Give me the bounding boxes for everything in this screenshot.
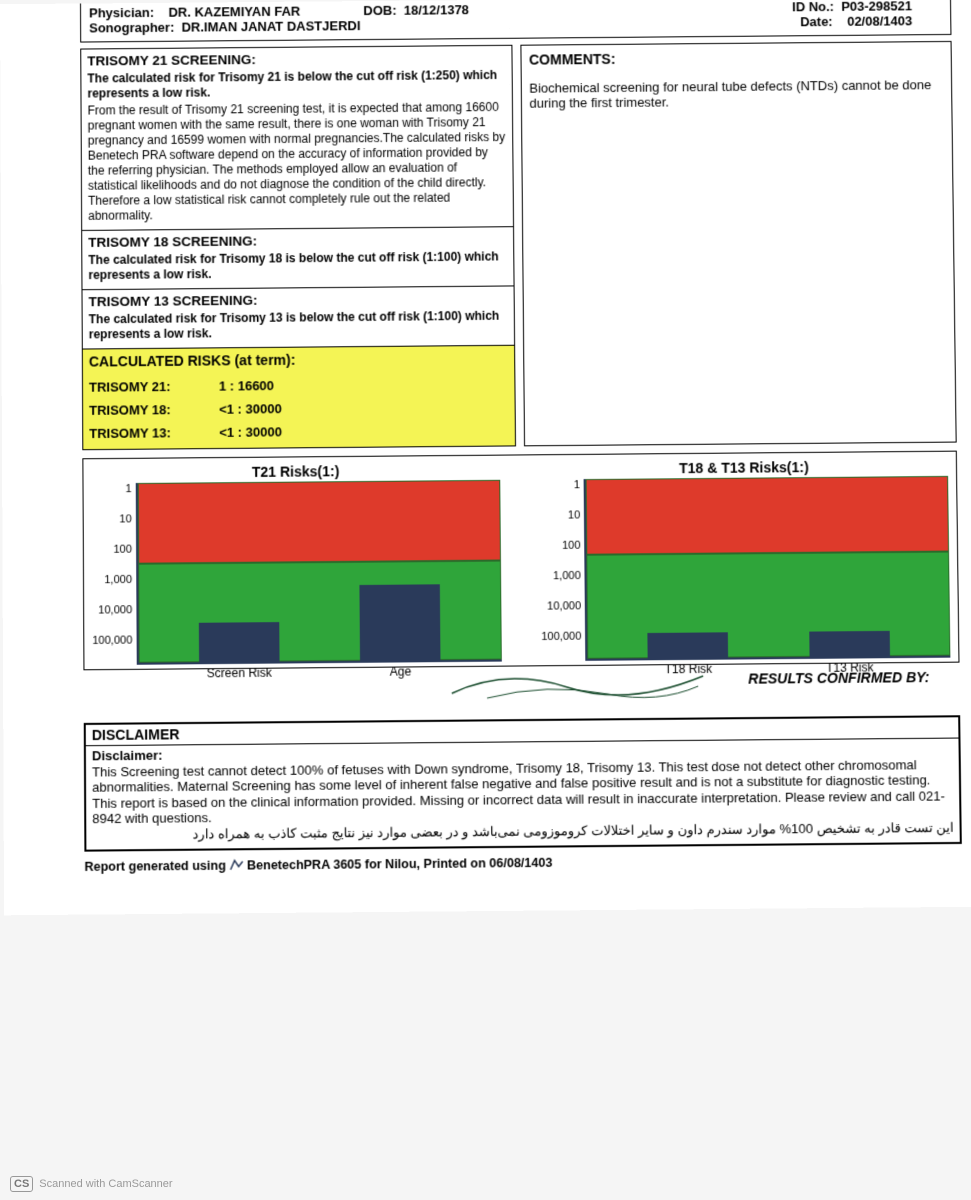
ytick: 10 — [540, 509, 580, 521]
dob-value: 18/12/1378 — [404, 2, 469, 18]
calc-row-label: TRISOMY 18: — [89, 398, 179, 422]
t13-risk-summary: The calculated risk for Trisomy 13 is be… — [89, 309, 508, 343]
date-value: 02/08/1403 — [847, 13, 912, 29]
ytick: 1,000 — [541, 570, 581, 582]
t18-risk-summary: The calculated risk for Trisomy 18 is be… — [88, 249, 507, 283]
ytick: 1,000 — [92, 574, 132, 586]
physician-value: DR. KAZEMIYAN FAR — [169, 4, 301, 20]
calc-row-value: <1 : 30000 — [179, 420, 290, 444]
calc-title: CALCULATED RISKS (at term): — [89, 350, 508, 370]
comments-title: COMMENTS: — [529, 48, 943, 68]
chart-t21-plot: Screen Risk Age — [135, 480, 501, 665]
camscanner-badge: CS Scanned with CamScanner — [10, 1176, 173, 1192]
ytick: 1 — [92, 483, 132, 495]
chart-bar: T18 Risk — [648, 632, 729, 658]
sonographer-value: DR.IMAN JANAT DASTJERDI — [182, 18, 361, 35]
disclaimer-box: DISCLAIMER Disclaimer: This Screening te… — [84, 715, 962, 851]
calc-row-value: 1 : 16600 — [179, 374, 290, 398]
table-row: TRISOMY 21: 1 : 16600 — [89, 374, 290, 399]
ytick: 10,000 — [92, 604, 132, 616]
risk-zone-low — [138, 561, 501, 663]
right-column: COMMENTS: Biochemical screening for neur… — [520, 41, 957, 446]
chart-bar: Age — [360, 585, 441, 661]
disclaimer-title: Disclaimer: — [92, 748, 163, 764]
ytick: 100 — [540, 540, 580, 552]
sonographer-label: Sonographer: DR.IMAN JANAT DASTJERDI — [89, 18, 363, 35]
chart-bar-label: Screen Risk — [207, 666, 272, 681]
ytick: 100,000 — [541, 631, 581, 643]
t13-title: TRISOMY 13 SCREENING: — [89, 291, 508, 310]
chart-t21: T21 Risks(1:) 1 10 100 1,000 10,000 100,… — [91, 462, 501, 665]
t21-explanation: From the result of Trisomy 21 screening … — [88, 100, 507, 224]
header-block: Physician: DR. KAZEMIYAN FAR DOB: 18/12/… — [80, 0, 951, 43]
risk-zone-high — [137, 480, 500, 564]
date-label: Date: 02/08/1403 — [638, 13, 943, 31]
risk-zone-high — [586, 476, 949, 555]
chart-bar: Screen Risk — [199, 622, 280, 662]
t21-risk-summary: The calculated risk for Trisomy 21 is be… — [87, 68, 505, 102]
calc-row-label: TRISOMY 21: — [89, 375, 179, 399]
table-row: TRISOMY 18: <1 : 30000 — [89, 397, 290, 422]
ytick: 100,000 — [92, 634, 132, 646]
chart-t18t13-title: T18 & T13 Risks(1:) — [540, 458, 948, 478]
calc-row-label: TRISOMY 13: — [89, 421, 179, 445]
chart-t18t13: T18 & T13 Risks(1:) 1 10 100 1,000 10,00… — [540, 458, 951, 661]
report-footer: Report generated using BenetechPRA 3605 … — [84, 852, 962, 874]
chart-bar-label: T18 Risk — [665, 662, 713, 677]
t21-title: TRISOMY 21 SCREENING: — [87, 50, 505, 69]
ytick: 10 — [92, 513, 132, 525]
comments-text: Biochemical screening for neural tube de… — [529, 77, 943, 111]
chart-bar-label: Age — [390, 664, 412, 678]
chart-bar: T13 Risk — [809, 631, 890, 657]
calc-row-value: <1 : 30000 — [179, 397, 290, 421]
t18-box: TRISOMY 18 SCREENING: The calculated ris… — [81, 227, 514, 290]
footer-software: BenetechPRA 3605 — [247, 857, 361, 872]
main-columns: TRISOMY 21 SCREENING: The calculated ris… — [80, 41, 956, 450]
left-column: TRISOMY 21 SCREENING: The calculated ris… — [80, 45, 515, 450]
risk-zone-low — [587, 551, 951, 658]
t21-box: TRISOMY 21 SCREENING: The calculated ris… — [80, 45, 513, 231]
ytick: 10,000 — [541, 600, 581, 612]
id-value: P03-298521 — [841, 0, 912, 14]
charts-row: T21 Risks(1:) 1 10 100 1,000 10,000 100,… — [82, 451, 959, 671]
table-row: TRISOMY 13: <1 : 30000 — [89, 420, 290, 445]
benetech-logo-icon — [229, 858, 243, 870]
calculated-risks-box: CALCULATED RISKS (at term): TRISOMY 21: … — [82, 346, 516, 450]
chart-t18t13-plot: T18 Risk T13 Risk — [584, 476, 951, 661]
t13-box: TRISOMY 13 SCREENING: The calculated ris… — [81, 286, 514, 349]
page: Physician: DR. KAZEMIYAN FAR DOB: 18/12/… — [0, 0, 971, 915]
t18-title: TRISOMY 18 SCREENING: — [88, 231, 506, 250]
camscanner-icon: CS — [10, 1176, 33, 1192]
chart-t18t13-yaxis: 1 10 100 1,000 10,000 100,000 — [540, 479, 586, 661]
ytick: 1 — [540, 479, 580, 491]
ytick: 100 — [92, 544, 132, 556]
chart-t21-title: T21 Risks(1:) — [91, 462, 499, 482]
chart-t21-yaxis: 1 10 100 1,000 10,000 100,000 — [92, 483, 137, 665]
disclaimer-farsi: این تست قادر به تشخیص 100% موارد سندرم د… — [92, 820, 953, 843]
disclaimer-text: This Screening test cannot detect 100% o… — [92, 757, 945, 827]
chart-bar-label: T13 Risk — [826, 660, 874, 675]
comments-box: COMMENTS: Biochemical screening for neur… — [520, 41, 957, 446]
calc-table: TRISOMY 21: 1 : 16600 TRISOMY 18: <1 : 3… — [89, 374, 290, 445]
